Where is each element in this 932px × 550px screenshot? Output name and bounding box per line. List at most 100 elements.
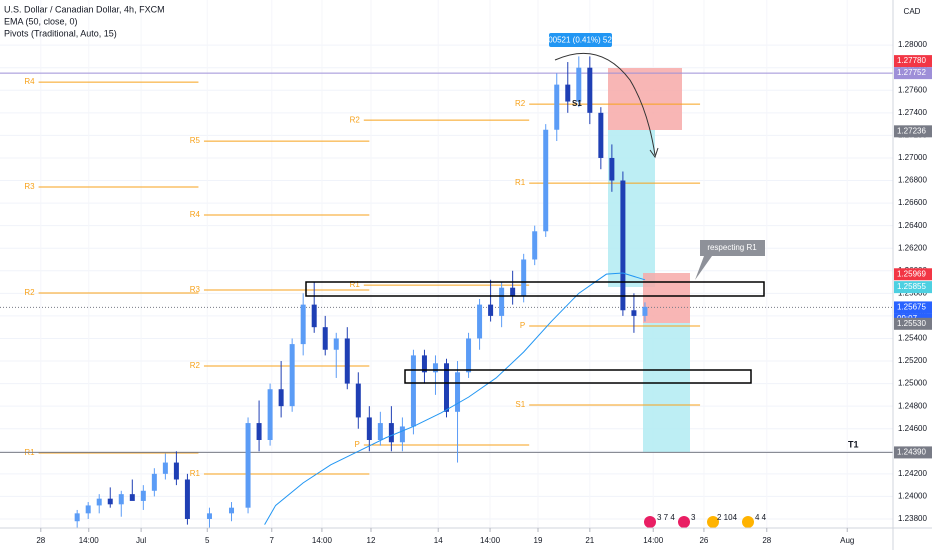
pivot-label: R3 xyxy=(190,285,201,294)
y-tick-label: 1.26600 xyxy=(898,198,927,207)
candle-body xyxy=(609,157,615,181)
target-zone xyxy=(608,130,655,287)
target-label: T1 xyxy=(848,439,859,449)
events: 3 7 4 3 2 104 4 4 xyxy=(644,513,767,528)
y-tick-label: 1.25400 xyxy=(898,334,927,343)
pivot-label: P xyxy=(354,440,359,449)
x-tick-label: 14:00 xyxy=(79,536,100,545)
candle-body xyxy=(432,363,438,373)
price-label: 1.25969 xyxy=(897,269,926,278)
y-tick-label: 1.26200 xyxy=(898,243,927,252)
candle-body xyxy=(377,423,383,440)
candle-body xyxy=(388,423,394,443)
price-label: 1.27752 xyxy=(897,68,926,77)
candle-body xyxy=(510,287,516,296)
stop-zone xyxy=(643,273,690,323)
event-label: 3 xyxy=(691,513,696,522)
candle-body xyxy=(366,417,372,440)
x-tick-label: 28 xyxy=(36,536,45,545)
currency: CAD xyxy=(904,7,921,16)
pivot-label: R4 xyxy=(24,77,35,86)
candle-body xyxy=(96,498,102,506)
y-tick-label: 1.26400 xyxy=(898,221,927,230)
candle-body xyxy=(256,423,262,440)
price-label: 1.27780 xyxy=(897,56,926,65)
price-label: 1.24390 xyxy=(897,448,926,457)
candle-body xyxy=(466,338,472,373)
target-zone xyxy=(643,323,690,452)
pivot-label: R4 xyxy=(190,210,201,219)
candle-body xyxy=(278,389,284,407)
pivot-label: R1 xyxy=(190,469,201,478)
candle-body xyxy=(444,363,449,412)
pivot-label: R2 xyxy=(24,288,35,297)
x-tick-label: 21 xyxy=(585,536,594,545)
pivot-label: R2 xyxy=(350,115,361,124)
x-tick-label: 12 xyxy=(367,536,376,545)
y-tick-label: 1.27400 xyxy=(898,108,927,117)
event-label: 3 7 4 xyxy=(657,513,675,522)
pivot-label: R2 xyxy=(515,99,526,108)
x-tick-label: 19 xyxy=(534,536,543,545)
y-tick-label: 1.26800 xyxy=(898,176,927,185)
event-flag xyxy=(678,516,690,528)
candle-body xyxy=(300,304,306,345)
y-tick-label: 1.24800 xyxy=(898,401,927,410)
legend-item: EMA (50, close, 0) xyxy=(4,16,78,26)
candle-body xyxy=(521,259,527,296)
y-tick-label: 1.23800 xyxy=(898,514,927,523)
candle-body xyxy=(151,473,157,491)
candle-body xyxy=(129,494,135,501)
candle-body xyxy=(620,180,626,311)
price-label: 1.25530 xyxy=(897,319,926,328)
grid xyxy=(0,44,893,520)
candle-body xyxy=(399,426,405,443)
candle-body xyxy=(587,67,593,113)
event-flag xyxy=(742,516,754,528)
candle-body xyxy=(245,423,251,508)
y-tick-label: 1.24200 xyxy=(898,469,927,478)
measure-tooltip xyxy=(549,33,612,47)
candle-body xyxy=(311,304,317,328)
axes: 1.238001.240001.242001.244001.246001.248… xyxy=(36,40,932,545)
candle-body xyxy=(229,507,235,514)
stop-zone xyxy=(608,68,682,130)
candle-body xyxy=(107,498,113,505)
ema-line xyxy=(264,272,646,525)
annotation: S1 xyxy=(572,99,582,108)
x-tick-label: 26 xyxy=(699,536,708,545)
y-tick-label: 1.24600 xyxy=(898,424,927,433)
x-tick-label: 14 xyxy=(434,536,443,545)
candle-body xyxy=(118,494,124,505)
zone-box xyxy=(305,281,765,297)
callout-text: respecting R1 xyxy=(707,243,757,252)
candle-body xyxy=(477,304,483,339)
candle-body xyxy=(184,479,190,519)
pivot-label: R5 xyxy=(190,136,201,145)
price-label-bg xyxy=(894,125,932,138)
candle-body xyxy=(140,490,146,501)
pivot-label: R2 xyxy=(190,361,201,370)
measure-text: 0.00521 (0.41%) 52.1 xyxy=(542,36,619,45)
candle-body xyxy=(543,129,549,232)
zone-box xyxy=(404,369,752,384)
candle-body xyxy=(598,112,604,158)
candle-body xyxy=(85,505,91,514)
candle-body xyxy=(267,389,273,440)
candle-body xyxy=(289,344,295,407)
price-label-bg xyxy=(894,301,932,314)
x-tick-label: 5 xyxy=(205,536,210,545)
pivot-label: P xyxy=(520,321,525,330)
x-tick-label: 14:00 xyxy=(643,536,664,545)
arc-arrow xyxy=(554,52,656,156)
price-label-bg xyxy=(894,67,932,80)
candle-body xyxy=(162,462,168,474)
candle-body xyxy=(532,231,538,260)
candle-body xyxy=(421,355,427,373)
x-tick-label: 7 xyxy=(270,536,275,545)
pivot-label: R1 xyxy=(515,178,526,187)
candle-body xyxy=(554,84,560,130)
